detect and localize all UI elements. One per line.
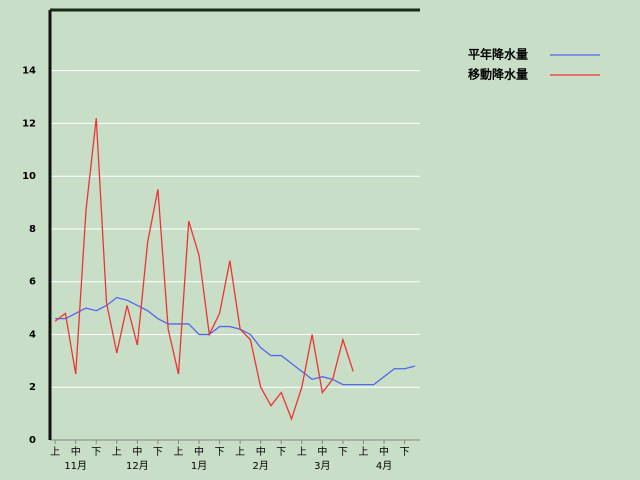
month-label: 1月 (191, 460, 207, 472)
x-tick-label: 上 (112, 446, 122, 458)
legend-label: 移動降水量 (468, 67, 528, 82)
month-label: 3月 (314, 460, 330, 472)
month-label: 2月 (253, 460, 269, 472)
y-tick-label: 6 (29, 277, 36, 288)
x-tick-label: 下 (338, 447, 348, 458)
x-tick-label: 中 (256, 445, 266, 458)
x-tick-label: 下 (91, 447, 101, 458)
month-label: 4月 (376, 460, 392, 472)
x-tick-label: 中 (194, 445, 204, 458)
x-tick-label: 中 (317, 445, 327, 458)
x-tick-label: 上 (50, 446, 60, 458)
x-tick-label: 下 (400, 447, 410, 458)
x-tick-label: 下 (215, 447, 225, 458)
series-line (54, 118, 354, 421)
y-tick-label: 12 (22, 118, 36, 129)
month-label: 11月 (64, 460, 87, 472)
legend-label: 平年降水量 (468, 47, 528, 62)
x-tick-label: 下 (276, 447, 286, 458)
x-tick-label: 中 (132, 445, 142, 458)
month-label: 12月 (126, 460, 149, 472)
y-tick-label: 8 (29, 224, 36, 235)
x-tick-label: 上 (297, 446, 307, 458)
x-tick-label: 上 (235, 446, 245, 458)
y-tick-label: 10 (22, 171, 36, 182)
y-tick-label: 2 (29, 382, 36, 393)
x-tick-label: 上 (173, 446, 183, 458)
y-tick-label: 14 (22, 66, 36, 77)
x-tick-label: 上 (358, 446, 368, 458)
y-tick-label: 4 (29, 329, 36, 340)
x-tick-label: 中 (379, 445, 389, 458)
y-tick-label: 0 (29, 435, 36, 446)
series-line (55, 296, 416, 386)
x-tick-label: 下 (153, 447, 163, 458)
x-tick-label: 中 (71, 445, 81, 458)
